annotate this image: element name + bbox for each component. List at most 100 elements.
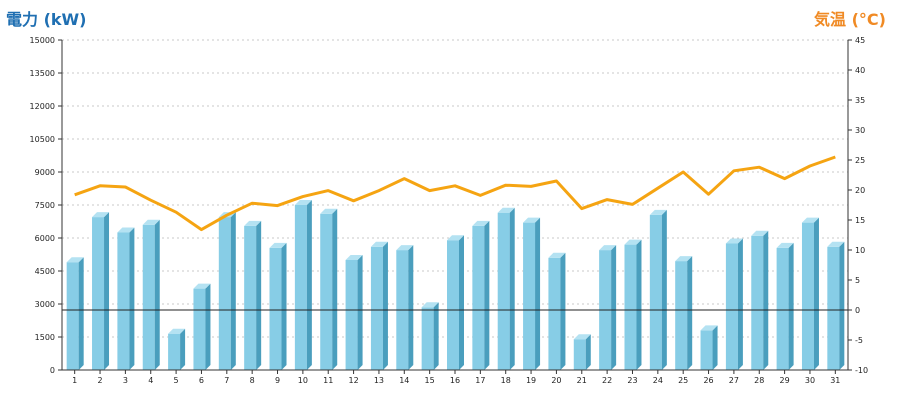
power-bar (447, 235, 464, 370)
left-tick-label: 7500 (35, 201, 55, 210)
power-bar (751, 230, 769, 370)
power-bar (396, 245, 414, 370)
power-bar (269, 242, 287, 370)
bar-face (320, 213, 333, 370)
right-tick-label: 30 (855, 126, 865, 135)
power-bar (827, 241, 845, 370)
x-tick-label: 17 (475, 376, 485, 385)
x-tick-label: 7 (224, 376, 229, 385)
x-tick-label: 16 (450, 376, 460, 385)
bar-side (712, 325, 718, 370)
bar-top (801, 217, 819, 223)
bar-side (408, 245, 414, 370)
bar-face (421, 307, 434, 370)
bar-face (370, 246, 383, 370)
bar-side (484, 220, 490, 370)
x-tick-label: 1 (72, 376, 77, 385)
left-tick-label: 10500 (30, 135, 55, 144)
bar-side (560, 252, 566, 370)
left-axis-label: 電力 (kW) (6, 10, 87, 29)
bar-face (725, 243, 738, 370)
x-tick-label: 30 (805, 376, 815, 385)
bar-side (636, 239, 642, 370)
right-tick-label: 35 (855, 96, 865, 105)
power-bar (472, 220, 490, 370)
power-bar (649, 209, 667, 370)
x-tick-label: 29 (780, 376, 790, 385)
x-tick-label: 21 (577, 376, 587, 385)
right-tick-label: 25 (855, 156, 865, 165)
power-bar (624, 239, 642, 370)
power-bar (142, 219, 160, 370)
x-tick-label: 8 (250, 376, 255, 385)
power-bar (421, 302, 439, 370)
bar-face (66, 262, 79, 370)
bar-face (447, 240, 459, 370)
bar-top (142, 219, 160, 225)
bar-side (129, 227, 135, 370)
left-tick-label: 12000 (30, 102, 55, 111)
bar-face (548, 257, 561, 370)
x-tick-label: 3 (123, 376, 128, 385)
power-bar (117, 227, 135, 370)
bar-top (447, 235, 464, 241)
x-tick-label: 18 (501, 376, 511, 385)
bar-face (244, 225, 257, 370)
power-bar (523, 217, 541, 370)
bar-top (573, 334, 591, 340)
power-bar (92, 212, 110, 370)
right-tick-label: -10 (855, 366, 868, 375)
bar-side (459, 235, 464, 370)
power-bar (294, 200, 312, 370)
bar-side (737, 238, 743, 370)
right-tick-label: 10 (855, 246, 865, 255)
bar-side (281, 242, 287, 370)
temperature-series-line (74, 155, 836, 232)
power-bar (548, 252, 566, 370)
x-tick-label: 26 (703, 376, 713, 385)
bar-face (92, 217, 105, 370)
bar-side (585, 334, 591, 370)
bar-top (66, 257, 84, 263)
bar-top (168, 328, 186, 334)
bar-top (117, 227, 135, 233)
bar-side (433, 302, 439, 370)
x-tick-label: 5 (174, 376, 179, 385)
bar-top (523, 217, 541, 223)
power-bar (370, 241, 388, 370)
x-tick-label: 4 (148, 376, 153, 385)
right-tick-label: 45 (855, 36, 865, 45)
left-tick-label: 9000 (35, 168, 55, 177)
bar-side (611, 245, 617, 370)
bar-side (357, 255, 363, 370)
bar-top (497, 207, 515, 213)
bar-face (573, 339, 586, 370)
power-bar (244, 220, 262, 370)
bar-face (117, 232, 130, 370)
x-tick-label: 11 (323, 376, 333, 385)
left-tick-label: 3000 (35, 300, 55, 309)
bar-side (78, 257, 84, 370)
bar-top (827, 241, 845, 247)
bar-side (154, 219, 160, 370)
bar-top (421, 302, 439, 308)
power-bar (776, 242, 794, 370)
x-tick-label: 15 (425, 376, 435, 385)
x-tick-label: 14 (399, 376, 409, 385)
bar-top (370, 241, 388, 247)
bar-face (168, 333, 181, 370)
bar-top (320, 208, 338, 214)
left-tick-label: 4500 (35, 267, 55, 276)
right-tick-label: 0 (855, 306, 860, 315)
bar-side (535, 217, 541, 370)
temperature-line (74, 155, 836, 232)
axes: 0 1500 3000 4500 6000 7500 9000 10500 12000 13500… (30, 36, 869, 385)
bar-side (180, 328, 186, 370)
bar-side (509, 207, 515, 370)
bar-face (700, 330, 713, 370)
power-bar (320, 208, 338, 370)
bar-top (675, 256, 693, 262)
power-bar (66, 257, 84, 370)
x-tick-label: 31 (830, 376, 840, 385)
x-tick-label: 27 (729, 376, 739, 385)
